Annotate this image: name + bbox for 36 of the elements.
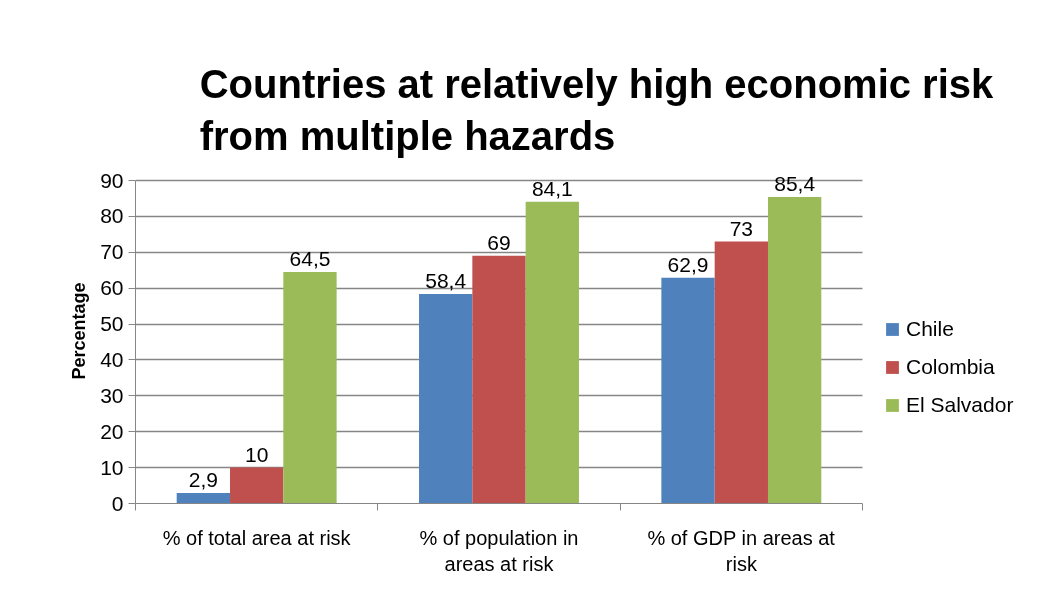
data-label: 64,5 [289, 247, 331, 271]
x-tick-label: % of GDP in areas at risk [647, 526, 836, 575]
bar [714, 241, 768, 504]
bar [525, 201, 579, 504]
data-label: 73 [729, 216, 754, 240]
legend-label: Colombia [906, 354, 995, 379]
y-tick-label: 20 [100, 419, 124, 443]
data-label: 58,4 [425, 268, 467, 292]
bar [283, 272, 337, 504]
legend-label: Chile [906, 316, 954, 341]
data-label: 85,4 [774, 172, 816, 196]
y-tick-label: 40 [100, 347, 124, 371]
y-tick-label: 60 [100, 276, 124, 300]
data-label: 84,1 [531, 176, 573, 200]
bar [176, 493, 231, 504]
x-tick-label: % of population in areas at risk [419, 526, 579, 575]
bar [472, 255, 526, 504]
bar [661, 277, 715, 504]
x-tick-label: % of total area at risk [162, 526, 352, 549]
y-tick-label: 90 [100, 168, 124, 192]
data-label: 69 [487, 230, 511, 254]
bar [230, 467, 284, 504]
y-tick-label: 0 [111, 491, 124, 515]
bar [419, 293, 473, 504]
y-tick-label: 30 [100, 383, 124, 407]
y-axis-title: Percentage [69, 282, 90, 380]
data-label: 2,9 [188, 468, 218, 492]
y-tick-label: 80 [100, 204, 124, 228]
y-tick-label: 50 [100, 312, 124, 336]
chart-title: Countries at relatively high economic risk from multiple hazards [199, 61, 995, 159]
y-tick-label: 70 [100, 240, 124, 264]
y-tick-label: 10 [100, 455, 124, 479]
data-label: 62,9 [667, 252, 709, 276]
data-label: 10 [244, 442, 269, 466]
legend-label: El Salvador [906, 392, 1014, 417]
bar [767, 197, 822, 504]
